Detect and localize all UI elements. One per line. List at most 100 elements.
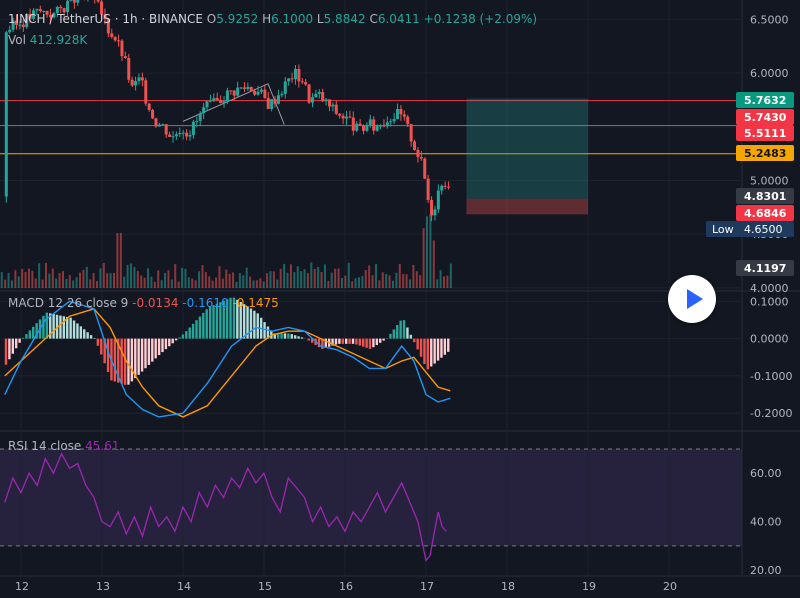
- high-label: H: [262, 12, 272, 26]
- volume-bar: [55, 278, 58, 288]
- volume-bar: [194, 280, 197, 288]
- candle-body: [144, 80, 148, 104]
- candle-body: [355, 123, 359, 131]
- candle-body: [280, 93, 284, 96]
- candle-body: [419, 157, 423, 159]
- volume-bar: [320, 271, 323, 288]
- candle-body: [103, 14, 107, 20]
- target-zone: [466, 98, 588, 199]
- macd-histogram-bar: [443, 338, 447, 355]
- volume-bar: [276, 279, 279, 288]
- volume-bar: [422, 228, 425, 288]
- candle-body: [140, 77, 144, 81]
- macd-histogram-bar: [222, 300, 225, 339]
- price-tag: [736, 92, 794, 108]
- macd-histogram-bar: [317, 338, 321, 348]
- volume-bar: [330, 272, 333, 288]
- volume-bar: [78, 272, 81, 288]
- macd-histogram-bar: [161, 338, 164, 353]
- volume-bar: [116, 233, 119, 288]
- volume-bar: [208, 276, 211, 288]
- candle-body: [181, 132, 185, 134]
- candle-body: [348, 116, 352, 118]
- candle-body: [372, 119, 376, 131]
- macd-histogram-bar: [11, 338, 15, 354]
- candle-body: [375, 125, 379, 131]
- candle-body: [413, 141, 417, 150]
- macd-histogram-bar: [389, 333, 392, 339]
- volume-bar: [361, 275, 364, 288]
- macd-histogram-bar: [59, 315, 62, 339]
- candle-body: [293, 68, 297, 80]
- macd-histogram-bar: [42, 315, 45, 339]
- volume-bar: [232, 272, 235, 288]
- rsi-label: RSI 14 close: [8, 439, 82, 453]
- candle-body: [38, 9, 42, 11]
- candle-body: [117, 40, 121, 42]
- volume-bar: [41, 279, 44, 288]
- candle-body: [283, 81, 287, 94]
- candle-body: [242, 87, 246, 89]
- volume-legend: Vol 412.928K: [8, 33, 87, 47]
- macd-histogram-bar: [120, 338, 123, 384]
- macd-histogram-bar: [45, 312, 49, 339]
- price-tag-label: 5.5111: [744, 127, 786, 140]
- volume-bar: [187, 277, 190, 288]
- volume-bar: [429, 214, 432, 288]
- volume-bar: [170, 279, 173, 288]
- macd-histogram-bar: [355, 338, 358, 345]
- volume-bar: [201, 265, 204, 288]
- volume-bar: [126, 264, 129, 288]
- low-tag-label: Low: [712, 223, 734, 236]
- candle-body: [113, 37, 117, 41]
- volume-bar: [357, 277, 360, 288]
- volume-bar: [61, 271, 64, 288]
- candle-body: [430, 199, 434, 216]
- macd-histogram-bar: [365, 338, 368, 348]
- macd-histogram-bar: [49, 313, 52, 339]
- time-tick-label: 14: [177, 580, 191, 593]
- macd-histogram-bar: [79, 326, 83, 339]
- macd-histogram-bar: [168, 338, 171, 347]
- volume-bar: [412, 264, 415, 288]
- volume-bar: [283, 263, 286, 288]
- candle-body: [191, 121, 195, 135]
- rsi-legend: RSI 14 close 45.61: [8, 439, 120, 453]
- macd-histogram-bar: [310, 338, 314, 343]
- macd-histogram-bar: [100, 338, 103, 355]
- macd-histogram-bar: [55, 314, 59, 339]
- volume-bar: [160, 280, 163, 288]
- candle-body: [154, 118, 158, 127]
- candle-body: [55, 6, 59, 14]
- macd-histogram-bar: [96, 338, 100, 346]
- candle-body: [161, 124, 165, 126]
- candle-body: [147, 103, 151, 110]
- candle-body: [436, 190, 440, 210]
- macd-value: -0.1610: [182, 296, 229, 310]
- macd-line: [4, 300, 451, 418]
- macd-histogram-bar: [72, 320, 76, 339]
- volume-bar: [157, 270, 160, 288]
- volume-bar: [300, 271, 303, 288]
- volume-bar: [398, 263, 401, 288]
- macd-histogram-bar: [185, 331, 188, 339]
- candle-body: [100, 1, 104, 15]
- macd-histogram-bar: [423, 338, 426, 365]
- candle-body: [399, 108, 403, 115]
- volume-bar: [289, 264, 292, 288]
- macd-histogram-bar: [205, 309, 208, 339]
- macd-histogram-bar: [140, 338, 144, 372]
- macd-signal-line: [4, 307, 451, 418]
- low-tag: [706, 221, 794, 237]
- candle-body: [178, 133, 182, 135]
- macd-histogram-bar: [123, 338, 127, 385]
- macd-histogram-bar: [358, 338, 362, 346]
- play-button[interactable]: [668, 275, 716, 323]
- main-legend: 1INCH / TetherUS · 1h · BINANCE O5.9252 …: [8, 12, 537, 26]
- volume-bar: [65, 278, 68, 288]
- candle-body: [334, 104, 338, 114]
- volume-bar: [191, 278, 194, 288]
- macd-histogram-bar: [239, 301, 242, 339]
- time-tick-label: 16: [339, 580, 353, 593]
